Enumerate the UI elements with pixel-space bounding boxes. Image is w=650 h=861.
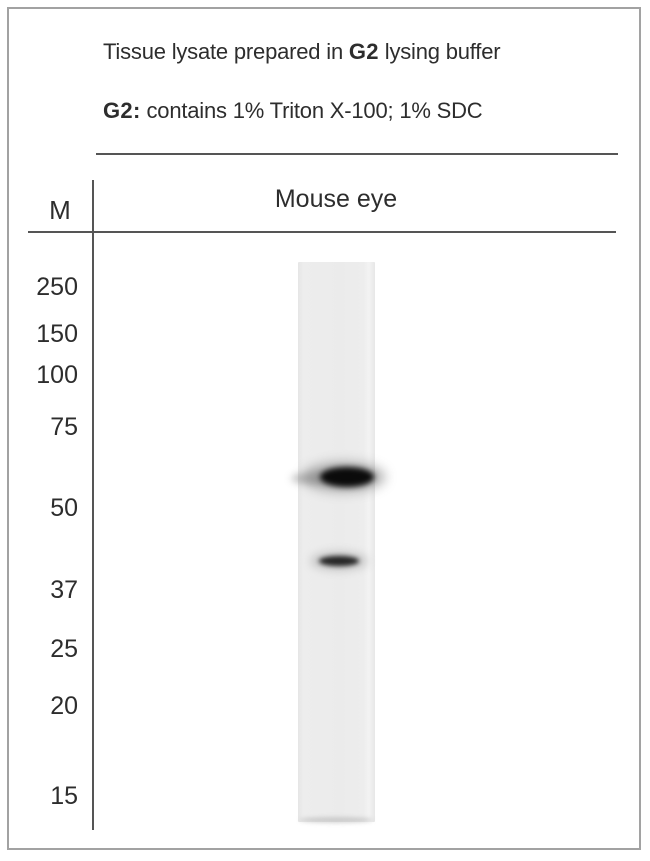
mw-marker-150: 150 (36, 320, 78, 348)
gel-lane (298, 262, 375, 822)
column-header-underline-rule (28, 231, 616, 233)
lane-bottom-shadow (299, 817, 373, 823)
band-58kda-tail (291, 473, 333, 483)
header-divider-rule (96, 153, 618, 155)
marker-column-label: M (49, 195, 71, 225)
band-41kda-core (319, 556, 359, 566)
mw-marker-250: 250 (36, 273, 78, 301)
mw-marker-15: 15 (50, 782, 78, 810)
mw-marker-75: 75 (50, 413, 78, 441)
figure-title: Tissue lysate prepared in G2 lysing buff… (103, 39, 501, 65)
band-58kda-core (320, 467, 374, 487)
mw-marker-100: 100 (36, 361, 78, 389)
ladder-separator-line (92, 180, 94, 830)
mw-marker-37: 37 (50, 576, 78, 604)
mw-marker-50: 50 (50, 494, 78, 522)
figure-title-text-end: lysing buffer (378, 39, 501, 64)
buffer-composition-line: G2: contains 1% Triton X-100; 1% SDC (103, 98, 483, 124)
figure-title-buffer-name: G2 (348, 39, 379, 64)
buffer-name-label: G2: (103, 98, 141, 123)
figure-title-text: Tissue lysate prepared in (103, 39, 349, 64)
mw-marker-20: 20 (50, 692, 78, 720)
lane-title: Mouse eye (274, 185, 398, 213)
buffer-composition-text: contains 1% Triton X-100; 1% SDC (140, 98, 483, 123)
mw-marker-25: 25 (50, 635, 78, 663)
